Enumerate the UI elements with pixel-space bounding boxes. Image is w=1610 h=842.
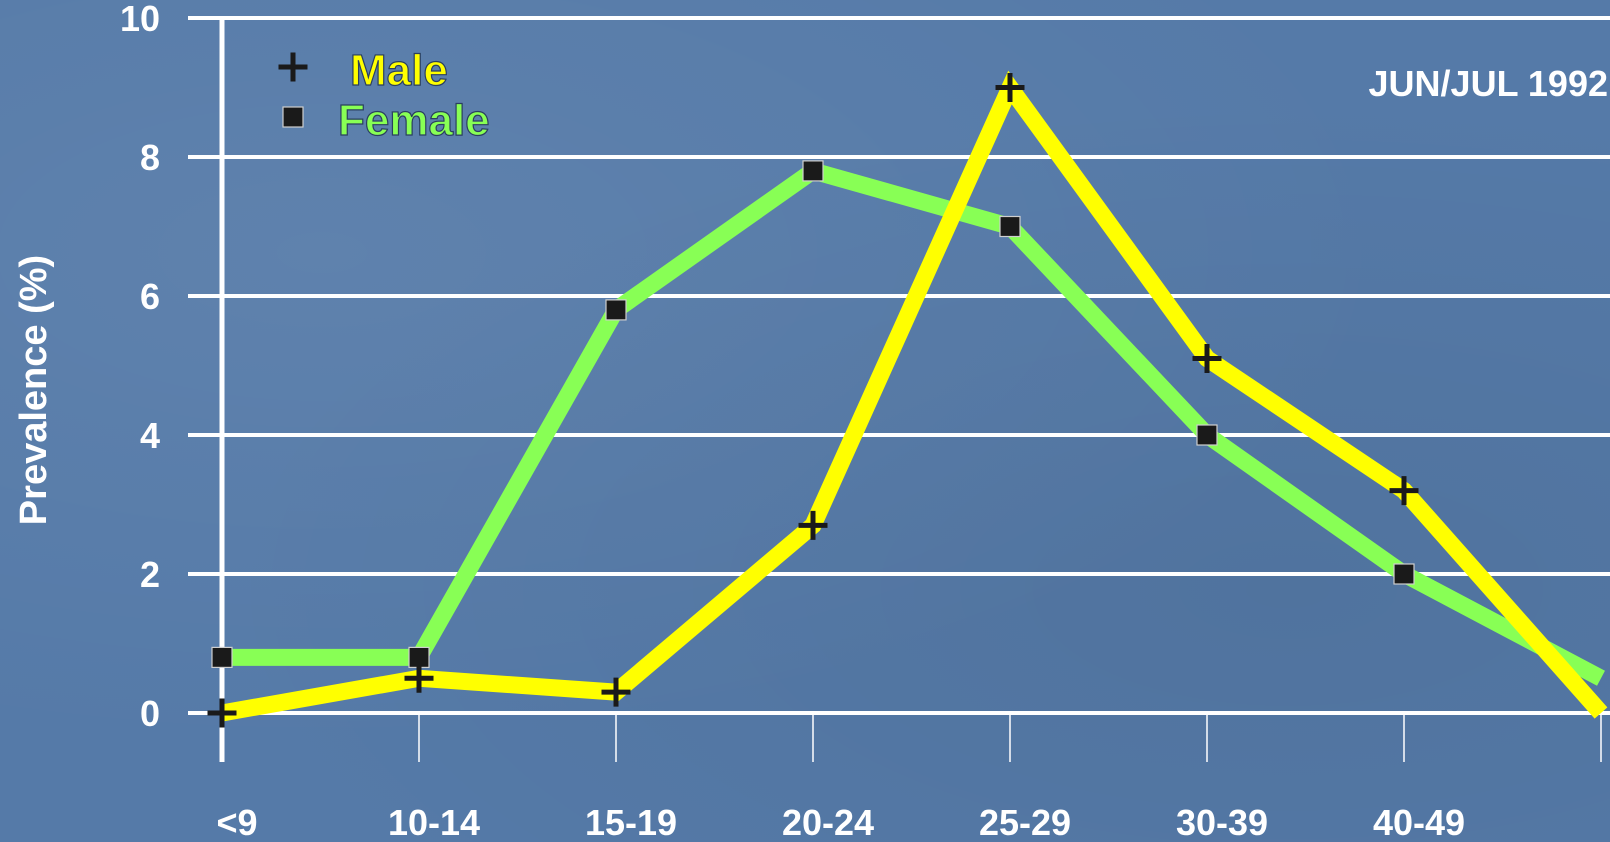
male-marker [278,52,308,82]
date-annotation: JUN/JUL 1992 [1369,63,1608,104]
female-marker [999,215,1021,238]
x-tick-label: 20-24 [782,802,874,842]
legend-label-female: Female [338,96,490,145]
male-marker [601,677,631,707]
male-marker [798,510,828,540]
male-marker [404,663,434,693]
female-marker [282,106,304,128]
male-marker [1389,476,1419,506]
x-tick-label: 10-14 [388,802,480,842]
y-tick-label: 0 [140,693,160,734]
x-tick-label: 30-39 [1176,802,1268,842]
male-marker [207,698,237,728]
female-marker [605,299,627,321]
series-line-male [220,70,1608,722]
y-tick-label: 10 [120,0,160,39]
x-tick-label: 40-49 [1373,802,1465,842]
male-marker [1192,344,1222,374]
male-marker [995,73,1025,102]
y-tick-labels: 0 2 4 6 8 10 [120,0,160,734]
x-tick-label: 15-19 [585,802,677,842]
legend-label-male: Male [350,46,448,95]
y-tick-label: 4 [140,415,160,456]
x-tick-labels: <9 10-14 15-19 20-24 25-29 30-39 40-49 [216,802,1465,842]
y-tick-label: 2 [140,554,160,595]
grid-lines [188,16,1610,762]
series-layer [207,70,1608,728]
y-tick-label: 8 [140,137,160,178]
female-marker [211,646,233,669]
x-tick-label: <9 [216,802,257,842]
x-tick-label: 25-29 [979,802,1071,842]
y-axis-label: Prevalence (%) [13,255,55,525]
female-marker [1393,563,1415,585]
y-tick-label: 6 [140,276,160,317]
female-marker [802,160,824,182]
series-line-female [222,161,1605,686]
female-marker [1196,424,1218,446]
